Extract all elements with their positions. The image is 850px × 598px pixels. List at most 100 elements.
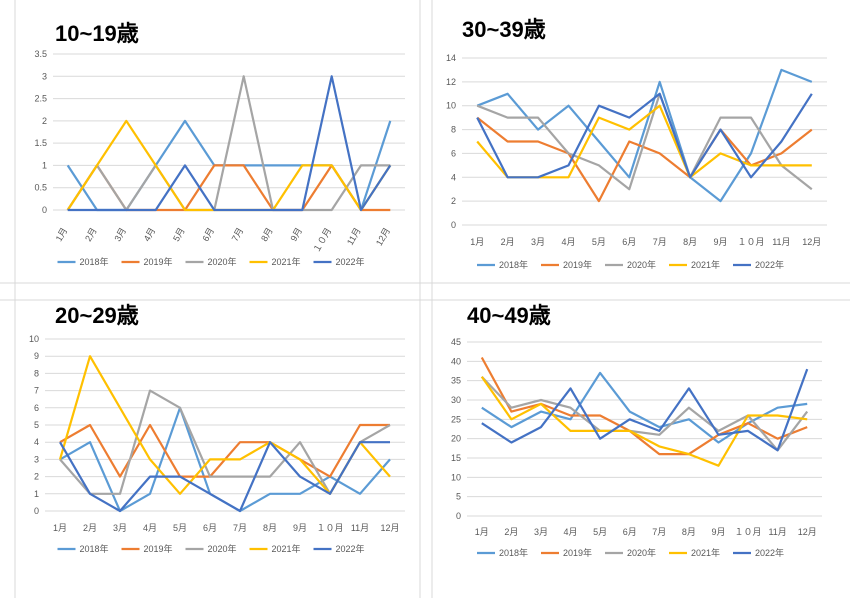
y-tick-label: 0 xyxy=(451,220,456,230)
series-line-2020 xyxy=(476,92,813,191)
legend-label-2021: 2021年 xyxy=(691,259,720,270)
chart-title: 40~49歳 xyxy=(467,303,551,328)
y-tick-label: 2 xyxy=(451,196,456,206)
y-tick-label: 3.5 xyxy=(34,49,47,59)
legend-label-2020: 2020年 xyxy=(627,547,656,558)
x-tick-label: 6月 xyxy=(203,523,217,533)
x-tick-label: 1月 xyxy=(475,527,489,537)
series-line-2022 xyxy=(59,441,390,513)
x-tick-label: 2月 xyxy=(83,226,99,243)
x-tick-label: 2月 xyxy=(83,523,97,533)
x-tick-label: 8月 xyxy=(263,523,277,533)
y-tick-label: 30 xyxy=(451,395,461,405)
x-tick-label: 3月 xyxy=(112,226,128,243)
chart-panel-forties: 40~49歳 0 5 10 15 20 25 30 35 40 45 1月 2月 3月 4月 5月 6月 7月 8… xyxy=(437,294,837,569)
chart-panel-teens: 10~19歳 0 0.5 1 1.5 2 2.5 3 3.5 1月 2月 3月 4月 5月 6月 7月 8月 9… xyxy=(15,12,420,282)
x-tick-label: 11月 xyxy=(351,523,369,533)
x-tick-label: 7月 xyxy=(233,523,247,533)
legend-label-2019: 2019年 xyxy=(144,543,173,554)
x-tick-label: 5月 xyxy=(592,237,606,247)
chart-title: 10~19歳 xyxy=(55,21,139,46)
series-line-2020 xyxy=(481,376,809,452)
y-tick-label: 10 xyxy=(29,334,39,344)
x-tick-label: １０月 xyxy=(311,226,333,254)
legend-label-2020: 2020年 xyxy=(627,259,656,270)
y-tick-label: 45 xyxy=(451,337,461,347)
line-chart: 0 1 2 3 4 5 6 7 8 9 10 1月 2月 3月 4月 5月 6月 7月 8月 9月 １０月 11月 12月 2… xyxy=(29,334,405,554)
x-tick-label: 12月 xyxy=(802,237,821,247)
x-tick-label: 1月 xyxy=(470,237,484,247)
legend-label-2021: 2021年 xyxy=(272,543,301,554)
legend-label-2018: 2018年 xyxy=(80,256,109,267)
line-chart: 0 2 4 6 8 10 12 14 1月 2月 3月 4月 5月 6月 7月 8月 9月 １０月 11月 12月 20… xyxy=(446,53,827,270)
y-tick-label: 2 xyxy=(42,116,47,126)
x-tick-label: 6月 xyxy=(623,527,637,537)
x-tick-label: 1月 xyxy=(53,523,67,533)
y-tick-label: 7 xyxy=(34,386,39,396)
x-tick-label: 3月 xyxy=(534,527,548,537)
x-tick-label: 5月 xyxy=(593,527,607,537)
legend-label-2022: 2022年 xyxy=(755,259,784,270)
y-tick-label: 35 xyxy=(451,376,461,386)
x-tick-label: 4月 xyxy=(561,237,575,247)
y-tick-label: 4 xyxy=(34,437,39,447)
x-tick-label: １０月 xyxy=(316,523,343,533)
x-tick-label: 12月 xyxy=(374,226,392,247)
series-line-2022 xyxy=(481,368,809,452)
chart-title: 20~29歳 xyxy=(55,303,139,328)
x-tick-label: 9月 xyxy=(288,226,304,243)
x-tick-label: 9月 xyxy=(714,237,728,247)
y-tick-label: 0.5 xyxy=(34,183,47,193)
x-tick-label: 7月 xyxy=(652,527,666,537)
x-tick-label: 3月 xyxy=(531,237,545,247)
y-tick-label: 1.5 xyxy=(34,138,47,148)
series-line-2018 xyxy=(476,68,813,203)
y-tick-label: 8 xyxy=(451,125,456,135)
x-tick-label: 5月 xyxy=(173,523,187,533)
series-line-2019 xyxy=(480,356,808,456)
y-tick-label: 40 xyxy=(451,356,461,366)
legend-label-2018: 2018年 xyxy=(499,547,528,558)
x-tick-label: 4月 xyxy=(564,527,578,537)
y-tick-label: 2 xyxy=(34,472,39,482)
y-tick-label: 0 xyxy=(456,511,461,521)
y-tick-label: 2.5 xyxy=(34,94,47,104)
x-tick-label: 6月 xyxy=(200,226,216,243)
y-tick-label: 15 xyxy=(451,453,461,463)
x-tick-label: 8月 xyxy=(259,226,275,243)
x-tick-label: 11月 xyxy=(345,226,363,247)
series-line-2019 xyxy=(476,116,813,203)
x-tick-label: 5月 xyxy=(171,226,187,243)
series-line-2021 xyxy=(480,376,808,467)
x-tick-label: 8月 xyxy=(683,237,697,247)
legend-label-2022: 2022年 xyxy=(336,543,365,554)
x-tick-label: 11月 xyxy=(772,237,790,247)
x-tick-label: １０月 xyxy=(735,527,762,537)
legend-label-2021: 2021年 xyxy=(272,256,301,267)
y-tick-label: 10 xyxy=(451,472,461,482)
legend-label-2019: 2019年 xyxy=(563,547,592,558)
y-tick-label: 6 xyxy=(34,403,39,413)
y-tick-label: 14 xyxy=(446,53,456,63)
x-tick-label: １０月 xyxy=(737,237,764,247)
y-tick-label: 1 xyxy=(42,160,47,170)
line-chart: 0 5 10 15 20 25 30 35 40 45 1月 2月 3月 4月 5月 6月 7月 8月 9月 １０月 1… xyxy=(451,337,822,558)
y-tick-label: 20 xyxy=(451,434,461,444)
y-tick-label: 0 xyxy=(34,506,39,516)
legend-label-2019: 2019年 xyxy=(144,256,173,267)
legend-label-2021: 2021年 xyxy=(691,547,720,558)
y-tick-label: 10 xyxy=(446,101,456,111)
y-tick-label: 25 xyxy=(451,414,461,424)
y-tick-label: 12 xyxy=(446,77,456,87)
x-tick-label: 8月 xyxy=(682,527,696,537)
chart-panel-thirties: 30~39歳 0 2 4 6 8 10 12 14 1月 2月 3月 4月 5月 6月 7月 8月 9月 １０月 1… xyxy=(432,10,842,282)
legend-label-2022: 2022年 xyxy=(336,256,365,267)
x-tick-label: 2月 xyxy=(501,237,515,247)
x-tick-label: 3月 xyxy=(113,523,127,533)
y-tick-label: 5 xyxy=(456,492,461,502)
y-tick-label: 3 xyxy=(34,454,39,464)
chart-panel-twenties: 20~29歳 0 1 2 3 4 5 6 7 8 9 10 1月 2月 3月 4月 5月 6月 7月 8月 9月 １０月… xyxy=(15,295,420,570)
legend-label-2022: 2022年 xyxy=(755,547,784,558)
y-tick-label: 9 xyxy=(34,351,39,361)
